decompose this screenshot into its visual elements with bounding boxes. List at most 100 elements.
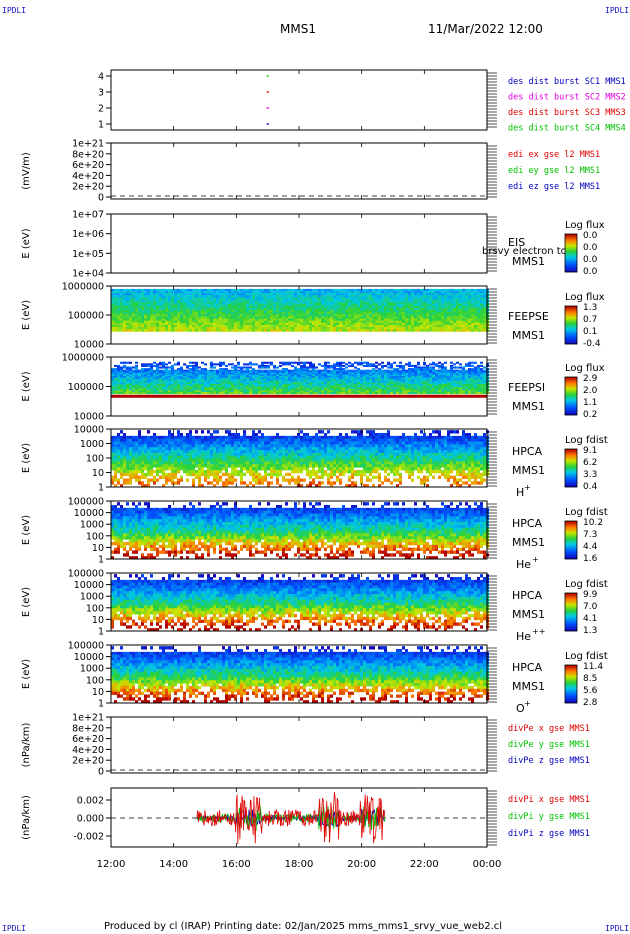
heatmap-cell — [129, 390, 132, 393]
heatmap-cell — [168, 293, 171, 296]
heatmap-cell — [264, 387, 267, 390]
y-tick-label: 1e+04 — [72, 269, 104, 280]
heatmap-cell — [267, 307, 270, 311]
heatmap-cell — [369, 303, 372, 307]
heatmap-cell — [207, 387, 210, 390]
heatmap-cell — [459, 322, 462, 326]
heatmap-cell — [399, 288, 402, 292]
heatmap-cell — [372, 310, 375, 313]
heatmap-cell — [465, 314, 468, 317]
heatmap-cell — [387, 291, 390, 294]
heatmap-cell — [168, 316, 171, 320]
heatmap-cell — [261, 288, 264, 292]
heatmap-cell — [312, 288, 315, 292]
heatmap-cell — [405, 320, 408, 324]
heatmap-cell — [267, 376, 270, 379]
heatmap-cell — [174, 295, 177, 298]
heatmap-cell — [282, 324, 285, 328]
heatmap-cell — [477, 312, 480, 315]
heatmap-cell — [432, 295, 435, 298]
heatmap-cell — [150, 376, 153, 379]
heatmap-cell — [207, 377, 210, 380]
heatmap-cell — [120, 382, 123, 385]
heatmap-cell — [165, 374, 168, 377]
heatmap-cell — [210, 329, 213, 332]
heatmap-cell — [168, 379, 171, 382]
heatmap-cell — [297, 318, 300, 322]
heatmap-cell — [399, 295, 402, 298]
heatmap-cell — [129, 322, 132, 326]
heatmap-cell — [144, 382, 147, 385]
heatmap-cell — [354, 322, 357, 326]
heatmap-cell — [237, 316, 240, 320]
heatmap-cell — [315, 291, 318, 294]
heatmap-cell — [360, 293, 363, 296]
heatmap-cell — [477, 320, 480, 324]
heatmap-cell — [255, 372, 258, 375]
heatmap-cell — [438, 314, 441, 317]
heatmap-cell — [144, 380, 147, 383]
heatmap-cell — [264, 299, 267, 303]
heatmap-cell — [399, 299, 402, 303]
heatmap-cell — [192, 316, 195, 320]
heatmap-cell — [222, 388, 225, 391]
heatmap-cell — [153, 288, 156, 292]
heatmap-cell — [234, 288, 237, 292]
heatmap-cell — [246, 322, 249, 326]
heatmap-cell — [171, 324, 174, 328]
heatmap-cell — [387, 307, 390, 311]
heatmap-cell — [177, 384, 180, 387]
heatmap-cell — [255, 318, 258, 322]
heatmap-cell — [156, 387, 159, 390]
heatmap-cell — [354, 329, 357, 332]
heatmap-cell — [417, 303, 420, 307]
heatmap-cell — [150, 303, 153, 307]
heatmap-cell — [144, 374, 147, 377]
heatmap-cell — [441, 301, 444, 305]
heatmap-cell — [135, 299, 138, 303]
heatmap-cell — [237, 293, 240, 296]
heatmap-cell — [246, 369, 249, 372]
heatmap-cell — [426, 322, 429, 326]
heatmap-cell — [216, 288, 219, 292]
colorbar-band — [565, 235, 577, 237]
heatmap-cell — [465, 329, 468, 332]
heatmap-cell — [198, 301, 201, 305]
heatmap-cell — [342, 312, 345, 315]
heatmap-cell — [132, 324, 135, 328]
heatmap-cell — [369, 324, 372, 328]
heatmap-cell — [327, 320, 330, 324]
heatmap-cell — [366, 291, 369, 294]
heatmap-cell — [186, 385, 189, 388]
heatmap-cell — [237, 327, 240, 330]
heatmap-cell — [465, 291, 468, 294]
heatmap-cell — [129, 371, 132, 374]
heatmap-cell — [132, 376, 135, 379]
heatmap-cell — [324, 303, 327, 307]
heatmap-cell — [387, 316, 390, 320]
heatmap-cell — [435, 288, 438, 292]
heatmap-cell — [384, 293, 387, 296]
heatmap-cell — [243, 388, 246, 391]
heatmap-cell — [474, 291, 477, 294]
heatmap-cell — [315, 391, 318, 395]
heatmap-cell — [198, 388, 201, 391]
heatmap-cell — [471, 361, 474, 364]
heatmap-cell — [186, 312, 189, 315]
heatmap-cell — [315, 318, 318, 322]
heatmap-cell — [393, 314, 396, 317]
heatmap-cell — [285, 307, 288, 311]
heatmap-cell — [180, 371, 183, 374]
heatmap-cell — [432, 318, 435, 322]
heatmap-cell — [165, 320, 168, 324]
heatmap-cell — [126, 384, 129, 387]
heatmap-cell — [417, 301, 420, 305]
heatmap-cell — [135, 293, 138, 296]
heatmap-cell — [375, 324, 378, 328]
heatmap-cell — [144, 297, 147, 300]
heatmap-cell — [249, 384, 252, 387]
heatmap-cell — [129, 293, 132, 296]
heatmap-cell — [426, 320, 429, 324]
heatmap-cell — [159, 361, 162, 364]
heatmap-cell — [330, 299, 333, 303]
